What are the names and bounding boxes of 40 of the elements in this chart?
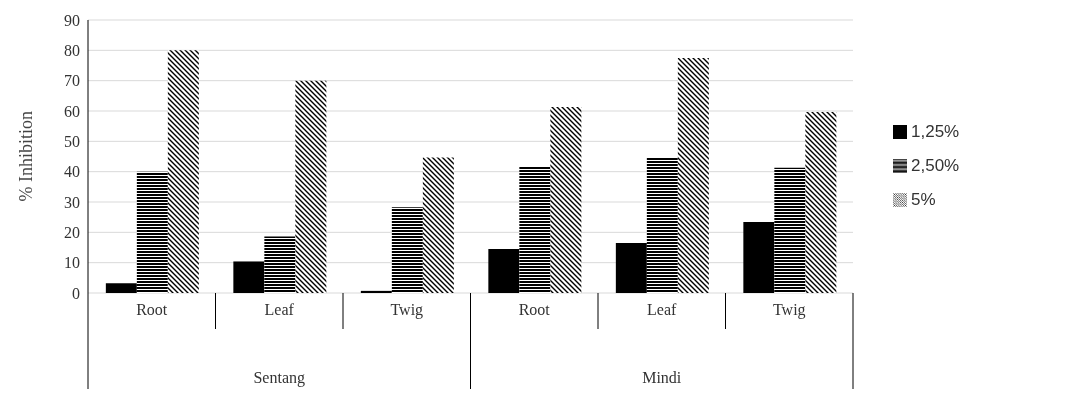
x-tick-label: Leaf (647, 301, 678, 318)
x-tick-label: Root (518, 301, 551, 318)
bar (774, 167, 806, 293)
bar (264, 236, 296, 293)
x-tick-label: Twig (390, 301, 424, 319)
legend-label: 2,50% (911, 155, 960, 175)
bar (136, 171, 168, 293)
bar (105, 283, 137, 293)
y-tick-label: 0 (72, 284, 80, 302)
bar (295, 80, 327, 293)
y-tick-label: 20 (64, 224, 80, 242)
bar (167, 50, 199, 293)
bar (646, 157, 678, 293)
bar (233, 261, 265, 293)
y-axis-title: % Inhibition (16, 111, 37, 202)
bar (550, 107, 582, 293)
x-tick-label: Twig (772, 301, 806, 319)
y-tick-label: 30 (64, 193, 80, 211)
y-tick-label: 90 (64, 11, 80, 29)
bar (360, 290, 392, 293)
bar (677, 57, 709, 293)
text: Sentang (253, 369, 306, 387)
bar (615, 242, 647, 293)
y-tick-label: 70 (64, 72, 80, 90)
bar (743, 222, 775, 293)
bar (805, 111, 837, 293)
x-tick-label: Leaf (264, 301, 295, 318)
text: Mindi (642, 369, 682, 386)
y-tick-label: 60 (64, 102, 80, 120)
y-tick-label: 10 (64, 254, 80, 272)
y-tick-label: 80 (64, 42, 80, 60)
y-tick-label: 50 (64, 133, 80, 151)
bar (422, 157, 454, 293)
y-tick-label: 40 (64, 163, 80, 181)
x-tick-label: Root (136, 301, 168, 318)
bar (519, 167, 551, 293)
legend-label: 1,25% (911, 121, 960, 141)
bar (488, 249, 520, 293)
legend-label: 5% (911, 189, 936, 209)
bar (391, 207, 423, 293)
